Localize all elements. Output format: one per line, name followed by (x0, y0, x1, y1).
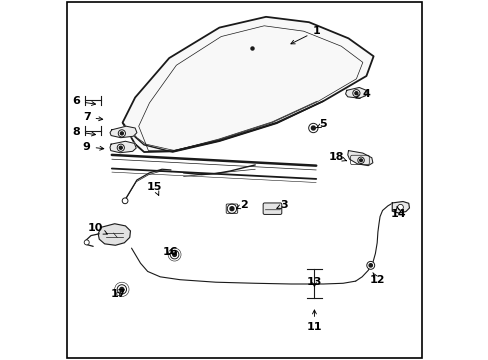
Circle shape (368, 264, 372, 267)
Text: 8: 8 (72, 127, 95, 136)
Text: 18: 18 (327, 152, 346, 162)
Circle shape (227, 204, 236, 213)
Circle shape (308, 123, 317, 133)
Circle shape (170, 250, 179, 259)
Circle shape (118, 130, 125, 137)
Circle shape (366, 261, 374, 269)
Circle shape (84, 240, 89, 245)
Text: 12: 12 (368, 273, 384, 285)
Circle shape (357, 157, 364, 163)
Polygon shape (347, 150, 372, 166)
Circle shape (117, 285, 126, 294)
Text: 11: 11 (306, 310, 322, 332)
FancyBboxPatch shape (263, 203, 281, 215)
Circle shape (397, 204, 403, 210)
Circle shape (352, 90, 359, 97)
Circle shape (119, 146, 122, 149)
Text: 2: 2 (236, 200, 248, 210)
Text: 10: 10 (88, 224, 107, 234)
Polygon shape (98, 224, 130, 245)
Polygon shape (110, 141, 136, 153)
Text: 17: 17 (110, 289, 126, 299)
Circle shape (117, 144, 124, 151)
Text: 1: 1 (290, 26, 320, 44)
Text: 5: 5 (316, 120, 326, 129)
Text: 6: 6 (72, 96, 95, 106)
Text: 9: 9 (82, 141, 103, 152)
Circle shape (354, 92, 357, 95)
Circle shape (122, 198, 128, 204)
Circle shape (311, 126, 315, 130)
Circle shape (120, 132, 123, 135)
Text: 7: 7 (82, 112, 102, 122)
Circle shape (229, 207, 233, 211)
Text: 14: 14 (390, 206, 406, 219)
Polygon shape (345, 87, 366, 98)
Text: 16: 16 (163, 247, 179, 257)
Text: 3: 3 (276, 200, 287, 210)
Circle shape (120, 287, 123, 291)
Text: 13: 13 (306, 277, 322, 287)
Polygon shape (391, 202, 408, 213)
Polygon shape (110, 126, 137, 138)
Circle shape (172, 253, 176, 256)
Text: 4: 4 (355, 89, 369, 99)
Text: 15: 15 (147, 182, 162, 195)
Circle shape (359, 159, 362, 162)
Polygon shape (122, 17, 373, 152)
